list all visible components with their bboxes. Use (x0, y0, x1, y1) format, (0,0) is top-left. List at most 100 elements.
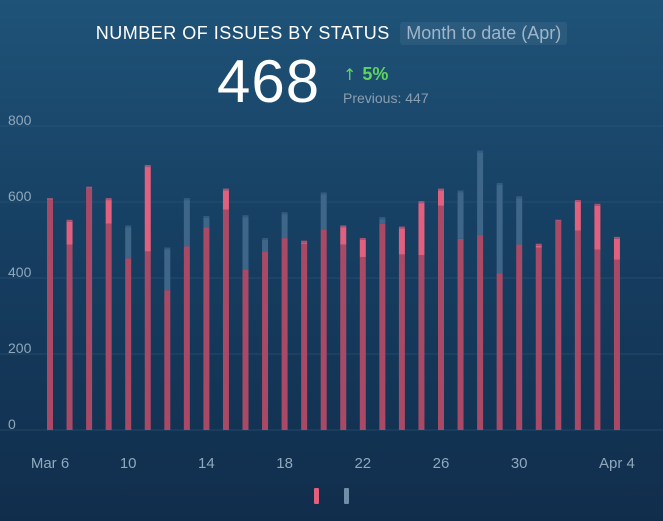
bar-series-a (574, 202, 581, 231)
bar-overlap (262, 251, 269, 430)
kpi-previous: Previous: 447 (343, 90, 429, 106)
bar-series-b (242, 217, 249, 270)
bar-series-b (496, 184, 503, 274)
bar-cap (438, 188, 444, 191)
bar-overlap (164, 290, 171, 430)
bar-series-a (144, 167, 151, 252)
x-tick-label: 10 (120, 455, 137, 472)
bar-series-a (359, 240, 366, 258)
bar-cap (613, 236, 620, 239)
bar-cap (203, 215, 210, 218)
x-tick-label: 26 (433, 455, 450, 472)
bar-overlap (340, 244, 347, 430)
bar-cap (359, 238, 366, 240)
bar-cap (66, 219, 73, 222)
bar-overlap (398, 254, 405, 430)
bar-overlap (535, 247, 542, 430)
bar-overlap (496, 273, 503, 430)
x-tick-label: 22 (354, 455, 371, 472)
bar-overlap (281, 238, 288, 430)
bar-overlap (574, 230, 581, 430)
bar-cap (125, 225, 132, 228)
bar-overlap (477, 235, 484, 430)
bar-overlap (242, 269, 249, 430)
chart-title: NUMBER OF ISSUES BY STATUS (95, 23, 390, 43)
bar-cap (398, 226, 405, 229)
bar-overlap (203, 227, 210, 430)
bar-overlap (359, 257, 366, 430)
kpi-value: 468 (217, 48, 321, 115)
bar-overlap (222, 209, 229, 430)
bar-cap (340, 225, 347, 228)
bar-overlap (379, 223, 386, 430)
bar-cap (418, 201, 425, 204)
chart-legend (0, 488, 663, 509)
bar-cap (301, 240, 308, 243)
bar-overlap (86, 188, 93, 430)
bar-series-a (418, 203, 425, 256)
bar-series-a (594, 205, 601, 250)
bar-series-b (379, 219, 386, 224)
bar-cap (281, 212, 288, 215)
legend-swatch-series-a[interactable] (314, 488, 320, 504)
bar-overlap (555, 221, 562, 430)
bar-cap (516, 196, 523, 199)
bar-cap (574, 200, 581, 202)
bar-series-b (457, 192, 464, 239)
bar-cap (535, 243, 542, 246)
x-tick-label: 18 (276, 455, 293, 472)
bar-series-a (398, 228, 405, 255)
bar-series-b (262, 240, 269, 252)
kpi-change-percent: 5% (362, 64, 389, 84)
kpi-summary: 468 ↑ 5% Previous: 447 (0, 50, 663, 114)
bar-cap (262, 238, 269, 240)
y-tick-label: 0 (8, 416, 16, 432)
bar-cap (86, 186, 93, 189)
x-tick-label: Mar 6 (31, 455, 69, 472)
arrow-up-icon: ↑ (343, 65, 357, 84)
bar-overlap (613, 259, 620, 430)
bar-overlap (418, 255, 425, 430)
x-tick-label: 14 (198, 455, 215, 472)
bar-cap (222, 188, 229, 191)
bar-cap (105, 198, 112, 201)
bar-cap (477, 150, 484, 153)
bar-overlap (66, 244, 73, 430)
bar-cap (496, 182, 503, 185)
bar-series-b (183, 200, 190, 247)
bar-cap (320, 192, 327, 195)
bar-cap (457, 190, 464, 193)
y-tick-label: 800 (8, 112, 32, 128)
bar-overlap (301, 243, 308, 430)
bar-cap (594, 203, 601, 206)
bar-overlap (516, 244, 523, 430)
bar-series-b (125, 227, 132, 259)
kpi-change: ↑ 5% (343, 64, 388, 85)
bar-series-a (535, 245, 542, 248)
bar-overlap (183, 246, 190, 430)
bar-series-a (222, 190, 229, 210)
bar-cap (379, 217, 386, 220)
bar-series-b (203, 217, 210, 228)
bar-series-b (320, 194, 327, 230)
bar-series-a (105, 200, 112, 224)
bar-cap (144, 165, 151, 168)
bar-series-a (340, 227, 347, 245)
y-tick-label: 400 (8, 264, 32, 280)
bar-series-b (164, 249, 171, 291)
bar-overlap (125, 258, 132, 430)
bar-series-b (281, 214, 288, 239)
bar-overlap (144, 251, 151, 430)
bar-series-b (477, 152, 484, 236)
bar-series-a (438, 190, 444, 206)
x-tick-label: 30 (511, 455, 528, 472)
bar-overlap (105, 223, 112, 430)
bar-series-a (301, 242, 308, 244)
legend-swatch-series-b[interactable] (343, 488, 349, 504)
bar-overlap (457, 238, 464, 430)
bar-cap (164, 247, 171, 250)
bar-overlap (438, 205, 444, 430)
bar-overlap (320, 229, 327, 430)
period-selector[interactable]: Month to date (Apr) (400, 22, 568, 45)
